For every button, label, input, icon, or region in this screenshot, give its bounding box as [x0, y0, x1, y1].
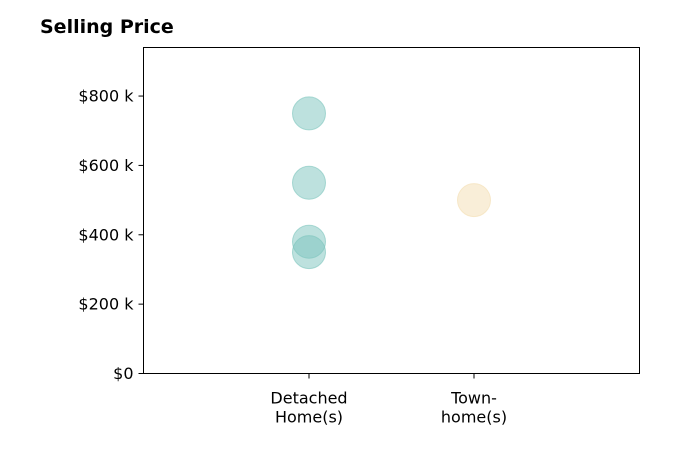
y-tick-label: $800 k	[78, 87, 134, 106]
y-tick-label: $0	[113, 364, 133, 383]
price-bubble-1-0	[457, 183, 491, 218]
y-tick-label: $600 k	[78, 156, 134, 175]
x-tick-label: Detached	[270, 389, 347, 408]
x-tick-label: Home(s)	[275, 408, 343, 427]
y-tick-label: $400 k	[78, 225, 134, 244]
price-bubble-0-3	[292, 235, 326, 270]
x-tick-label: Town-	[450, 389, 497, 408]
price-bubble-0-1	[292, 165, 326, 200]
chart-title: Selling Price	[40, 16, 174, 38]
x-tick-label: home(s)	[441, 408, 507, 427]
marks-layer	[292, 96, 491, 270]
price-bubble-0-0	[292, 96, 326, 131]
plot-frame	[143, 47, 640, 374]
y-axis: $0 $200 k $400 k $600 k $800 k	[78, 87, 144, 383]
y-tick-label: $200 k	[78, 295, 134, 314]
